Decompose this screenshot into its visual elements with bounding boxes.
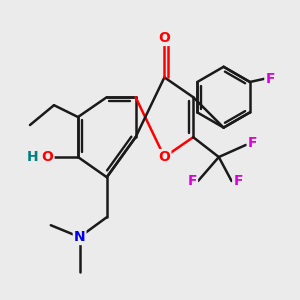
Text: F: F [233,174,243,188]
Text: O: O [158,31,170,45]
Text: H: H [27,150,38,164]
Text: F: F [188,174,197,188]
Text: O: O [158,150,170,164]
Text: N: N [74,230,85,244]
Text: O: O [42,150,53,164]
Text: F: F [248,136,257,150]
Text: F: F [266,72,275,86]
